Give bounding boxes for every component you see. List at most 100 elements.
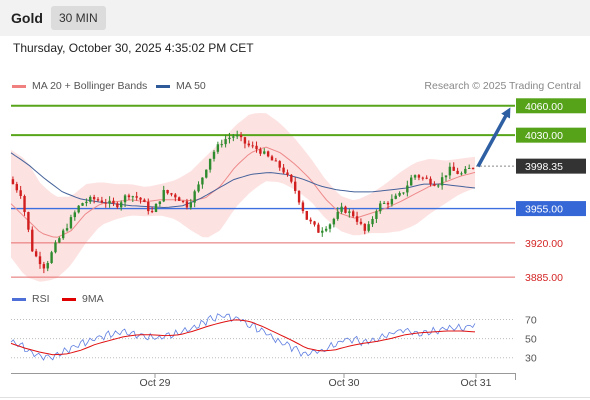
candle xyxy=(410,174,413,186)
symbol-title: Gold xyxy=(11,10,43,26)
legend-rsi-ma-label: 9MA xyxy=(82,293,104,305)
candle xyxy=(69,214,73,230)
candle xyxy=(390,194,394,207)
candle-body xyxy=(290,174,293,182)
candle-body xyxy=(147,201,150,212)
candle-body xyxy=(166,189,169,194)
candle xyxy=(127,193,131,201)
level-label-3885.00: 3885.00 xyxy=(525,272,563,284)
candle xyxy=(31,226,34,253)
candle xyxy=(174,193,177,202)
candle xyxy=(433,181,436,187)
candle-body xyxy=(305,211,308,220)
candle xyxy=(417,173,421,181)
candle-body xyxy=(425,177,428,179)
candle-body xyxy=(297,190,301,203)
candle-body xyxy=(108,200,111,204)
rsi-tick-50: 50 xyxy=(525,334,537,346)
candle-body xyxy=(317,224,320,233)
candle-body xyxy=(34,251,38,257)
candle xyxy=(266,150,270,158)
candle-body xyxy=(429,178,432,185)
candle-body xyxy=(81,203,84,206)
candle xyxy=(50,250,53,264)
rsi-panel: 70 50 30 xyxy=(10,313,537,365)
rsi-ma-line xyxy=(10,319,476,356)
legend-ma20-label: MA 20 + Bollinger Bands xyxy=(32,80,148,92)
candle xyxy=(305,210,308,220)
ma50-swatch xyxy=(156,84,170,88)
candle-body xyxy=(352,211,355,217)
candle-body xyxy=(332,218,336,225)
candle xyxy=(23,194,26,216)
candle-body xyxy=(232,136,235,138)
candle xyxy=(379,200,382,214)
candle xyxy=(123,194,127,208)
candle-body xyxy=(15,184,18,191)
candle-body xyxy=(170,193,173,195)
candle-body xyxy=(23,196,26,213)
candle-body xyxy=(355,216,359,222)
candle-body xyxy=(181,200,185,202)
candle xyxy=(251,141,254,149)
candle xyxy=(139,197,142,204)
candle-body xyxy=(46,263,49,269)
chart-datetime: Thursday, October 30, 2025 4:35:02 PM CE… xyxy=(13,41,254,55)
candle xyxy=(34,248,38,258)
candle-body xyxy=(394,195,397,199)
candle xyxy=(437,183,440,188)
candle xyxy=(363,223,366,235)
candle-body xyxy=(413,175,417,178)
candle-body xyxy=(464,168,467,174)
candle xyxy=(62,228,65,240)
timeframe-badge[interactable]: 30 MIN xyxy=(51,6,106,30)
candle-body xyxy=(433,184,436,186)
candle xyxy=(259,147,262,156)
candle xyxy=(120,200,123,211)
candle xyxy=(104,198,107,208)
candle-body xyxy=(266,151,270,157)
candle xyxy=(92,194,96,204)
candle-body xyxy=(367,224,370,231)
candle-body xyxy=(437,185,440,187)
candle-body xyxy=(440,177,444,186)
candle-body xyxy=(359,221,363,224)
candle xyxy=(282,164,285,174)
candle xyxy=(344,205,347,214)
candle xyxy=(85,198,88,207)
candle-body xyxy=(65,228,69,231)
candle xyxy=(193,189,196,208)
candle-body xyxy=(452,166,455,171)
candle xyxy=(270,154,274,161)
candle-body xyxy=(50,252,53,264)
candle xyxy=(178,196,181,201)
candle-body xyxy=(205,169,208,178)
candle-body xyxy=(193,191,196,203)
candle-body xyxy=(42,264,46,269)
copyright: Research © 2025 Trading Central xyxy=(424,80,581,92)
candle xyxy=(205,169,208,179)
candle xyxy=(332,217,336,228)
candle xyxy=(185,198,189,210)
level-label-3955.00: 3955.00 xyxy=(525,204,563,216)
legend-ma50-label: MA 50 xyxy=(176,80,206,92)
level-tag-4030.00 xyxy=(516,127,586,143)
candle-body xyxy=(386,202,390,205)
top-bar: Gold 30 MIN xyxy=(0,0,590,36)
candle-body xyxy=(116,203,119,208)
candle-body xyxy=(131,196,134,198)
candle-body xyxy=(309,219,312,222)
candle xyxy=(468,164,471,170)
candle-body xyxy=(340,206,343,212)
candle xyxy=(309,217,312,225)
candle xyxy=(208,158,212,173)
candle-body xyxy=(11,179,15,185)
candle-body xyxy=(62,230,65,239)
candle xyxy=(352,209,355,218)
candle xyxy=(228,132,231,144)
candle xyxy=(42,261,46,274)
candle-body xyxy=(92,196,96,200)
candle xyxy=(220,139,223,148)
candle xyxy=(317,222,320,233)
